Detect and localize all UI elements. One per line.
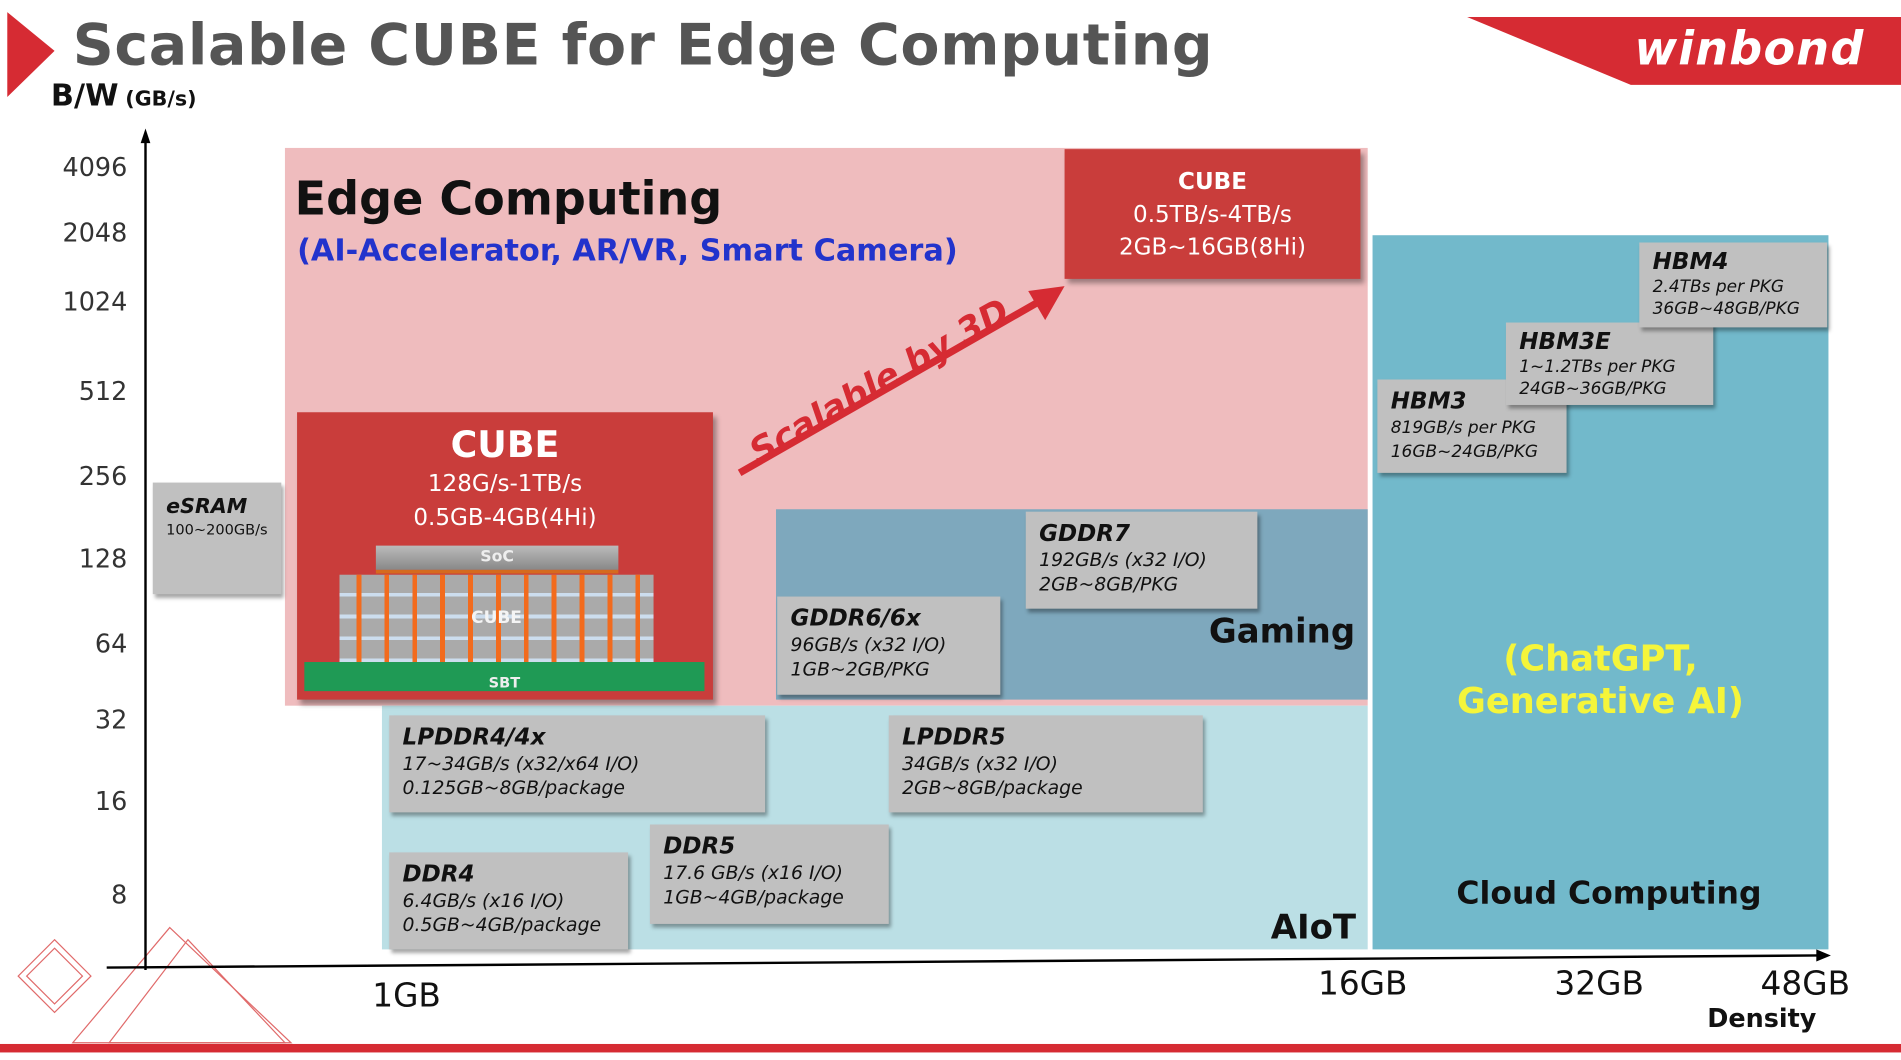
- ddr5-bw: 17.6 GB/s (x16 I/O): [663, 862, 843, 884]
- x-tick: 16GB: [1317, 965, 1408, 1003]
- cube-large-bw: 0.5TB/s-4TB/s: [1133, 201, 1292, 228]
- y-tick: 2048: [62, 218, 128, 248]
- lpddr5-density: 2GB~8GB/package: [902, 777, 1083, 800]
- cube-large-density: 2GB~16GB(8Hi): [1119, 234, 1306, 261]
- gddr7-box: GDDR7 192GB/s (x32 I/O) 2GB~8GB/PKG: [1025, 511, 1258, 609]
- ddr4-bw: 6.4GB/s (x16 I/O): [402, 889, 565, 912]
- cube-small-box: CUBE 128G/s-1TB/s 0.5GB-4GB(4Hi) SoC CUB…: [297, 412, 713, 700]
- cloud-note-line1: (ChatGPT,: [1503, 637, 1698, 679]
- cube-stack-label: CUBE: [471, 608, 522, 629]
- cloud-note-line2: Generative AI): [1457, 680, 1744, 722]
- corner-diamonds: [17, 926, 293, 1044]
- cube-large-title: CUBE: [1178, 168, 1247, 196]
- y-axis-title: B/W (GB/s): [51, 78, 197, 113]
- cube-small-title: CUBE: [450, 424, 560, 467]
- ddr4-name: DDR4: [402, 860, 475, 888]
- lpddr5-bw: 34GB/s (x32 I/O): [902, 752, 1058, 775]
- cube-stack: CUBE: [339, 574, 654, 663]
- y-tick: 512: [78, 377, 128, 407]
- x-tick: 1GB: [372, 977, 441, 1015]
- aiot-title: AIoT: [1270, 906, 1357, 947]
- ddr5-name: DDR5: [663, 832, 736, 860]
- y-tick: 4096: [62, 152, 128, 182]
- hbm3e-density: 24GB~36GB/PKG: [1519, 379, 1667, 399]
- y-tick: 32: [94, 705, 128, 735]
- esram-name: eSRAM: [166, 494, 248, 519]
- tsv-lines: [339, 574, 654, 663]
- lpddr4-bw: 17~34GB/s (x32/x64 I/O): [402, 752, 640, 775]
- cloud-title: Cloud Computing: [1456, 875, 1762, 912]
- hbm4-bw: 2.4TBs per PKG: [1652, 277, 1785, 298]
- x-axis-arrow: [1816, 949, 1831, 962]
- cube-small-bw: 128G/s-1TB/s: [427, 470, 583, 498]
- ddr5-box: DDR5 17.6 GB/s (x16 I/O) 1GB~4GB/package: [649, 824, 889, 924]
- edge-title: Edge Computing: [294, 172, 723, 226]
- y-tick: 1024: [62, 287, 128, 317]
- bottom-bar: [0, 1043, 1901, 1053]
- esram-bw: 100~200GB/s: [166, 521, 268, 539]
- soc-chip: SoC: [375, 545, 619, 574]
- hbm3e-bw: 1~1.2TBs per PKG: [1519, 357, 1676, 378]
- gaming-title: Gaming: [1208, 611, 1356, 652]
- sbt-substrate: SBT: [304, 662, 705, 692]
- winbond-logo: winbond: [1634, 21, 1865, 76]
- ddr5-density: 1GB~4GB/package: [663, 886, 844, 909]
- scalable-arrow: [737, 296, 1045, 477]
- y-tick: 16: [94, 786, 128, 817]
- edge-subtitle: (AI-Accelerator, AR/VR, Smart Camera): [297, 232, 958, 268]
- esram-box: eSRAM 100~200GB/s: [152, 482, 282, 595]
- x-axis: [106, 954, 1819, 969]
- y-tick: 128: [78, 544, 128, 574]
- y-tick: 8: [111, 880, 128, 910]
- hbm3-bw: 819GB/s per PKG: [1390, 418, 1537, 438]
- gddr7-name: GDDR7: [1039, 520, 1131, 547]
- hbm3e-box: HBM3E 1~1.2TBs per PKG 24GB~36GB/PKG: [1505, 322, 1714, 405]
- hbm3e-name: HBM3E: [1519, 328, 1611, 356]
- lpddr5-box: LPDDR5 34GB/s (x32 I/O) 2GB~8GB/package: [888, 715, 1203, 813]
- hbm3-density: 16GB~24GB/PKG: [1390, 442, 1539, 462]
- y-axis-arrow: [140, 128, 151, 144]
- lpddr5-name: LPDDR5: [902, 723, 1006, 751]
- gddr6-bw: 96GB/s (x32 I/O): [790, 634, 947, 656]
- ddr4-density: 0.5GB~4GB/package: [402, 914, 602, 937]
- x-tick: 48GB: [1760, 965, 1851, 1003]
- hbm3-name: HBM3: [1390, 388, 1467, 415]
- y-tick: 64: [94, 629, 128, 659]
- gddr7-bw: 192GB/s (x32 I/O): [1039, 549, 1207, 572]
- y-axis-label: B/W: [50, 77, 119, 113]
- gddr6-density: 1GB~2GB/PKG: [790, 658, 930, 681]
- x-axis-label: Density: [1707, 1003, 1817, 1034]
- gddr7-density: 2GB~8GB/PKG: [1039, 573, 1179, 596]
- lpddr4-box: LPDDR4/4x 17~34GB/s (x32/x64 I/O) 0.125G…: [389, 715, 766, 813]
- scalable-arrowhead: [1028, 286, 1065, 321]
- cube-small-density: 0.5GB-4GB(4Hi): [413, 504, 597, 532]
- y-tick: 256: [78, 461, 128, 492]
- cube-large-box: CUBE 0.5TB/s-4TB/s 2GB~16GB(8Hi): [1064, 149, 1361, 279]
- y-axis-unit: (GB/s): [125, 87, 197, 112]
- hbm4-density: 36GB~48GB/PKG: [1652, 299, 1800, 319]
- lpddr4-density: 0.125GB~8GB/package: [402, 777, 625, 800]
- gddr6-name: GDDR6/6x: [790, 605, 921, 632]
- x-tick: 32GB: [1554, 965, 1644, 1003]
- hbm4-name: HBM4: [1652, 248, 1729, 276]
- title-triangle: [7, 12, 55, 97]
- lpddr4-name: LPDDR4/4x: [402, 723, 546, 751]
- logo-banner: [1467, 16, 1901, 85]
- ddr4-box: DDR4 6.4GB/s (x16 I/O) 0.5GB~4GB/package: [389, 852, 629, 950]
- page-title: Scalable CUBE for Edge Computing: [72, 12, 1214, 79]
- hbm4-box: HBM4 2.4TBs per PKG 36GB~48GB/PKG: [1639, 242, 1828, 328]
- gddr6-box: GDDR6/6x 96GB/s (x32 I/O) 1GB~2GB/PKG: [777, 596, 1001, 695]
